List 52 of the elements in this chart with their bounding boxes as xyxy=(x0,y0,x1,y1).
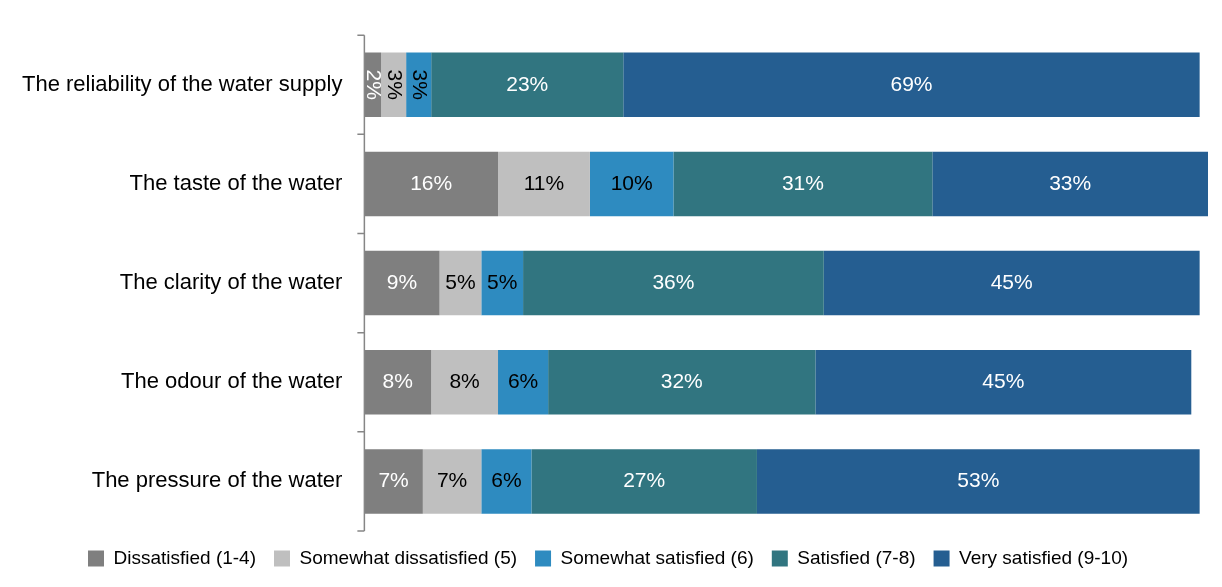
data-label: 6% xyxy=(507,369,539,393)
bar xyxy=(431,350,499,415)
data-label: 7% xyxy=(378,468,409,492)
data-label: 16% xyxy=(410,170,453,194)
data-label: 45% xyxy=(990,269,1033,293)
data-label: 8% xyxy=(449,369,480,393)
data-label: 45% xyxy=(982,369,1025,393)
bar xyxy=(498,151,590,217)
legend-label: Very satisfied (9-10) xyxy=(959,546,1129,568)
data-label: 53% xyxy=(957,468,1000,492)
bar xyxy=(523,250,824,316)
y-tick-label: The clarity of the water xyxy=(119,269,343,295)
y-tick-label: The reliability of the water supply xyxy=(22,70,343,96)
bar xyxy=(498,350,549,415)
data-label: 5% xyxy=(487,269,518,293)
bar xyxy=(422,449,482,514)
data-label: 69% xyxy=(890,71,933,95)
legend-label: Dissatisfied (1-4) xyxy=(113,546,257,568)
data-label: 6% xyxy=(491,468,522,492)
legend-label: Somewhat satisfied (6) xyxy=(560,546,754,568)
bar xyxy=(756,449,1200,514)
data-label: 10% xyxy=(610,170,653,194)
bar xyxy=(823,250,1200,316)
bar xyxy=(481,449,532,514)
data-label: 7% xyxy=(436,468,468,492)
data-label: 23% xyxy=(506,71,549,95)
bar xyxy=(531,449,757,514)
y-tick-label: The odour of the water xyxy=(121,368,343,394)
data-label: 27% xyxy=(623,468,666,492)
bar xyxy=(431,52,624,118)
data-label: 32% xyxy=(660,369,703,393)
legend-label: Satisfied (7-8) xyxy=(797,546,916,568)
bar xyxy=(815,350,1192,415)
data-label: 8% xyxy=(382,369,413,393)
data-label: 2% xyxy=(362,69,386,100)
bar xyxy=(481,250,524,316)
data-label: 5% xyxy=(445,269,476,293)
y-tick-label: The taste of the water xyxy=(129,170,343,195)
bar xyxy=(589,151,674,217)
bar xyxy=(623,52,1200,118)
data-label: 3% xyxy=(383,69,407,100)
data-label: 11% xyxy=(523,170,565,194)
legend-label: Somewhat dissatisfied (5) xyxy=(299,546,518,568)
y-tick-label: The pressure of the water xyxy=(91,467,343,493)
bar xyxy=(673,151,933,217)
data-label: 3% xyxy=(408,69,432,100)
data-label: 31% xyxy=(781,170,824,194)
data-label: 9% xyxy=(386,269,418,293)
bar xyxy=(932,151,1208,217)
bar xyxy=(548,350,816,415)
data-label: 33% xyxy=(1049,170,1092,194)
data-label: 36% xyxy=(652,269,695,293)
